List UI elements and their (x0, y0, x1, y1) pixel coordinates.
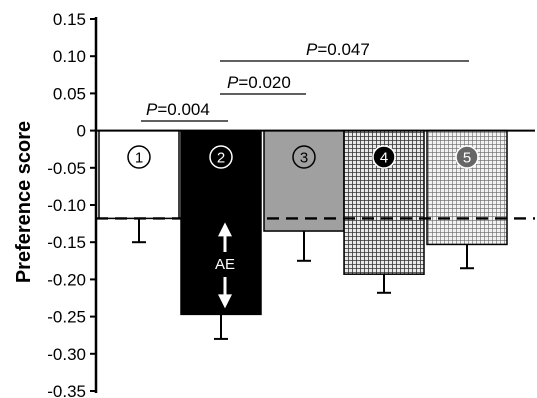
comparisons: P=0.004 P=0.020 P=0.047 (141, 40, 469, 122)
bar-marker-label-4: 4 (380, 150, 388, 167)
y-tick-label: -0.35 (47, 382, 86, 398)
bar-1 (98, 129, 180, 220)
y-tick-label: -0.15 (47, 233, 86, 252)
bar-marker-label-5: 5 (463, 150, 471, 167)
y-tick-label: -0.05 (47, 159, 86, 178)
y-tick-label: 0.05 (53, 84, 86, 103)
bar-marker-label-1: 1 (135, 150, 143, 167)
bar-markers: 1 2 3 4 5 (127, 145, 479, 169)
y-tick-label: 0 (77, 122, 86, 141)
bar-marker-circle-3 (292, 145, 316, 169)
comparison-p-value: P=0.004 (146, 100, 210, 119)
y-ticks: 0.15 0.10 0.05 0 -0.05 -0.10 -0.15 -0.20 -0.25 -0… (47, 10, 96, 398)
bar-marker-circle-2 (209, 145, 233, 169)
y-tick-label: -0.30 (47, 345, 86, 364)
ae-arrow-down-icon (218, 294, 232, 309)
axes (94, 17, 535, 393)
ae-annotation: AE (215, 222, 235, 309)
y-tick-label: 0.10 (53, 47, 86, 66)
bar-marker-label-2: 2 (217, 150, 225, 167)
y-tick-label: -0.25 (47, 308, 86, 327)
ae-label: AE (215, 256, 235, 273)
y-tick-label: -0.20 (47, 270, 86, 289)
bars (98, 129, 508, 316)
bar-marker-circle-4 (372, 145, 396, 169)
y-tick-label: -0.10 (47, 196, 86, 215)
bar-marker-circle-1 (127, 145, 151, 169)
ae-arrow-up-icon (218, 222, 232, 237)
y-tick-label: 0.15 (53, 10, 86, 29)
comparison-p-value: P=0.047 (306, 40, 370, 59)
bar-marker-label-3: 3 (300, 150, 308, 167)
comparison-p-value: P=0.020 (227, 73, 291, 92)
bar-marker-circle-5 (455, 145, 479, 169)
y-axis-label: Preference score (13, 121, 35, 283)
error-bars (132, 218, 474, 340)
